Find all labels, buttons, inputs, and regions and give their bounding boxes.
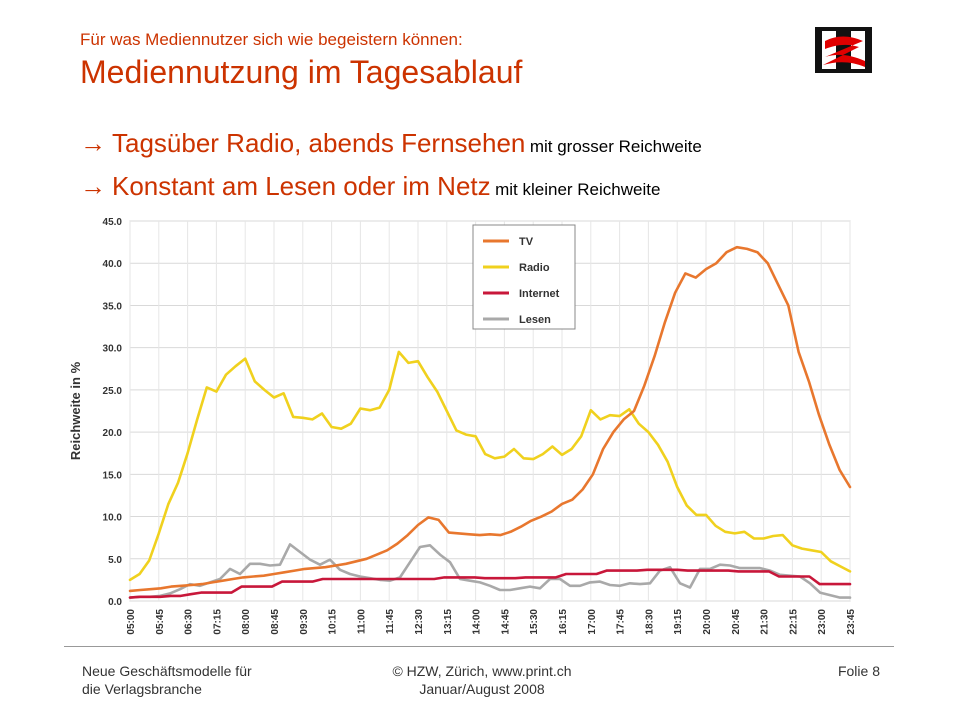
bullet-konstant: → Konstant am Lesen oder im Netz mit klei… bbox=[80, 171, 660, 202]
bullet-small-text: mit kleiner Reichweite bbox=[495, 180, 661, 199]
footer-center-line2: Januar/August 2008 bbox=[419, 681, 545, 697]
x-tick-label: 12:30 bbox=[414, 609, 425, 635]
y-tick-label: 5.0 bbox=[108, 555, 122, 566]
x-tick-label: 13:15 bbox=[443, 609, 454, 635]
y-tick-label: 20.0 bbox=[103, 428, 123, 439]
footer-left-line2: die Verlagsbranche bbox=[82, 681, 202, 697]
x-tick-label: 23:00 bbox=[817, 609, 828, 635]
x-tick-label: 08:00 bbox=[241, 609, 252, 635]
media-usage-line-chart: 0.0 5.0 10.0 15.0 20.0 25.0 30.0 35.0 40.0 45.0 05… bbox=[68, 217, 857, 635]
footer-page-number: Folie 8 bbox=[837, 663, 880, 679]
footer-divider bbox=[64, 646, 894, 647]
x-tick-label: 21:30 bbox=[760, 609, 771, 635]
x-tick-label: 17:00 bbox=[587, 609, 598, 635]
x-tick-label: 10:15 bbox=[328, 609, 339, 635]
y-tick-label: 45.0 bbox=[103, 217, 123, 228]
legend-label: Radio bbox=[519, 262, 550, 274]
y-tick-label: 35.0 bbox=[103, 301, 123, 312]
x-tick-label: 18:30 bbox=[644, 609, 655, 635]
y-tick-label: 40.0 bbox=[103, 259, 123, 270]
x-tick-label: 17:45 bbox=[616, 609, 627, 635]
x-tick-label: 05:00 bbox=[126, 609, 137, 635]
x-tick-label: 20:45 bbox=[731, 609, 742, 635]
bullet-small-text: mit grosser Reichweite bbox=[529, 137, 702, 156]
y-tick-label: 25.0 bbox=[103, 386, 123, 397]
x-tick-label: 07:15 bbox=[212, 609, 223, 635]
legend-label: TV bbox=[519, 236, 534, 248]
x-tick-label: 09:30 bbox=[299, 609, 310, 635]
legend-label: Lesen bbox=[519, 314, 551, 326]
bullet-tagsueber: → Tagsüber Radio, abends Fernsehen mit gr… bbox=[80, 128, 702, 159]
series-line-lesen bbox=[128, 543, 852, 599]
x-tick-label: 19:15 bbox=[673, 609, 684, 635]
series-line-radio bbox=[128, 350, 852, 582]
x-tick-label: 06:30 bbox=[184, 609, 195, 635]
footer-left: Neue Geschäftsmodelle für die Verlagsbra… bbox=[82, 662, 252, 698]
x-tick-label: 14:00 bbox=[472, 609, 483, 635]
brand-logo bbox=[815, 27, 872, 73]
footer-center-line1: © HZW, Zürich, www.print.ch bbox=[392, 663, 572, 679]
x-tick-label: 20:00 bbox=[702, 609, 713, 635]
x-tick-label: 22:15 bbox=[788, 609, 799, 635]
y-tick-label: 0.0 bbox=[108, 597, 122, 608]
y-tick-label: 15.0 bbox=[103, 470, 123, 481]
y-tick-label: 10.0 bbox=[103, 513, 123, 524]
x-tick-label: 23:45 bbox=[846, 609, 857, 635]
y-tick-label: 30.0 bbox=[103, 344, 123, 355]
bullet-main-text: Tagsüber Radio, abends Fernsehen bbox=[112, 128, 526, 158]
bullet-main-text: Konstant am Lesen oder im Netz bbox=[112, 171, 491, 201]
legend-label: Internet bbox=[519, 288, 560, 300]
slide-title: Mediennutzung im Tagesablauf bbox=[80, 54, 523, 90]
slide-kicker: Für was Mediennutzer sich wie begeistern… bbox=[80, 30, 463, 49]
x-tick-label: 11:45 bbox=[385, 609, 396, 634]
arrow-right-icon: → bbox=[80, 128, 106, 158]
x-tick-label: 08:45 bbox=[270, 609, 281, 635]
series-line-internet bbox=[128, 568, 852, 599]
x-tick-label: 14:45 bbox=[500, 609, 511, 635]
y-axis-label: Reichweite in % bbox=[68, 361, 83, 460]
footer-left-line1: Neue Geschäftsmodelle für bbox=[82, 663, 252, 679]
footer-center: © HZW, Zürich, www.print.ch Januar/Augus… bbox=[372, 662, 592, 698]
x-tick-label: 11:00 bbox=[356, 609, 367, 634]
x-tick-label: 15:30 bbox=[529, 609, 540, 635]
x-tick-label: 16:15 bbox=[558, 609, 569, 635]
x-tick-label: 05:45 bbox=[155, 609, 166, 635]
series-line-tv bbox=[128, 245, 852, 593]
arrow-right-icon: → bbox=[80, 171, 106, 201]
